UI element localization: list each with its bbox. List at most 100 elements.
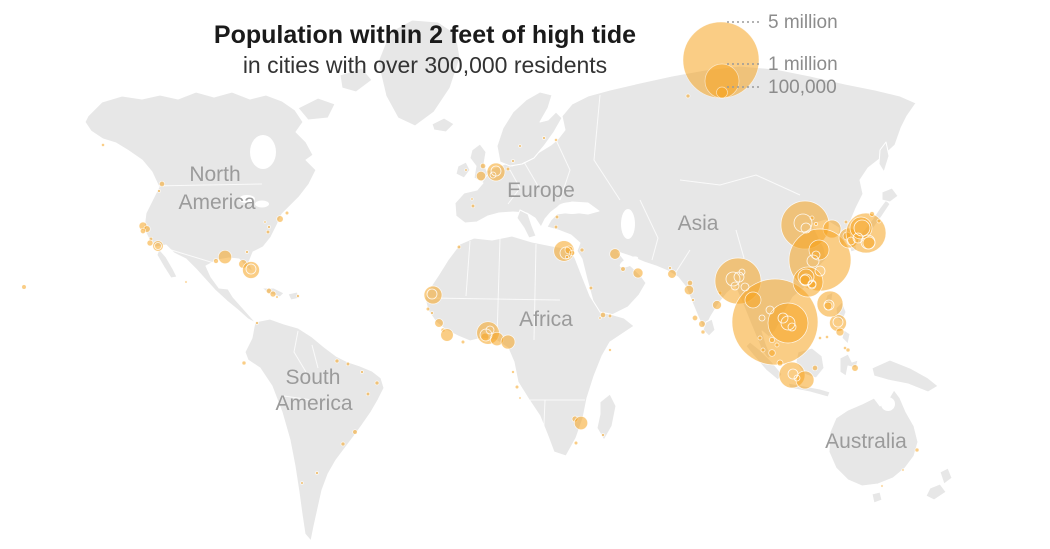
population-bubble (795, 370, 815, 390)
population-bubble-ring (846, 236, 856, 246)
population-bubble (553, 224, 559, 230)
population-bubble-ring (765, 305, 775, 315)
population-bubble (514, 384, 520, 390)
population-bubble (601, 433, 605, 437)
population-bubble-ring (823, 299, 835, 311)
population-bubble (880, 484, 884, 488)
legend-size-label: 5 million (768, 12, 838, 33)
population-bubble (851, 364, 859, 372)
population-bubble (263, 220, 267, 224)
population-bubble (158, 180, 166, 188)
population-bubble-ring (853, 219, 871, 237)
population-bubble-ring (426, 288, 438, 300)
population-bubble (554, 214, 560, 220)
population-bubble (579, 247, 585, 253)
population-bubble (430, 311, 434, 315)
population-bubble (518, 144, 522, 148)
population-bubble (511, 159, 515, 163)
population-bubble (712, 300, 722, 310)
population-bubble (352, 429, 358, 435)
population-bubble (757, 335, 763, 341)
population-bubble-ring (489, 171, 497, 179)
population-bubble (139, 227, 147, 235)
legend-size-label: 100,000 (768, 77, 837, 98)
population-bubble (845, 347, 851, 353)
population-bubble (21, 284, 27, 290)
population-bubble (769, 337, 775, 343)
population-bubble-ring (806, 254, 820, 268)
population-bubble (500, 334, 516, 350)
population-bubble (632, 267, 644, 279)
population-bubble-ring (800, 222, 812, 234)
population-bubble (241, 360, 247, 366)
landmass-sakhalin (878, 141, 890, 173)
population-bubble (365, 391, 371, 397)
population-bubble (479, 162, 487, 170)
population-bubble (505, 166, 511, 172)
population-bubble (456, 244, 462, 250)
caspian-sea (621, 209, 635, 239)
population-bubble-ring (852, 232, 864, 244)
population-bubble (518, 396, 522, 400)
population-bubble (470, 197, 474, 201)
population-bubble (683, 284, 695, 296)
population-bubble (686, 279, 694, 287)
population-bubble (360, 370, 364, 374)
population-bubble (869, 211, 875, 217)
chart-subtitle: in cities with over 300,000 residents (242, 52, 608, 78)
landmass-tasmania (871, 491, 883, 504)
population-bubble (608, 348, 612, 352)
population-bubble (434, 318, 444, 328)
population-bubble (818, 336, 822, 340)
population-bubble (776, 359, 784, 367)
population-bubble (843, 346, 847, 350)
continent-labels: North America Europe Asia Africa South America… (178, 163, 907, 453)
population-bubble (668, 266, 672, 270)
population-bubble (275, 295, 279, 299)
population-bubble (767, 302, 809, 344)
continent-label: South (286, 366, 341, 389)
population-bubble (269, 290, 277, 298)
population-bubble (440, 328, 454, 342)
population-bubble (554, 138, 558, 142)
population-bubble (914, 447, 920, 453)
persian-gulf (619, 256, 639, 268)
population-bubble-ring (777, 312, 789, 324)
population-bubble (374, 380, 380, 386)
landmass-baja (156, 248, 178, 279)
chart-title: Population within 2 feet of high tide (213, 21, 637, 49)
population-bubble (245, 250, 249, 254)
landmass-arctic-islands (297, 97, 336, 121)
population-bubble (876, 218, 882, 224)
population-bubble (760, 347, 766, 353)
landmass-new-zealand-south (925, 483, 947, 501)
population-bubble (334, 358, 340, 364)
great-lakes (239, 195, 255, 203)
population-bubble (184, 280, 188, 284)
continent-label: America (178, 191, 255, 214)
population-bubble-ring (797, 268, 815, 286)
black-sea (557, 202, 587, 214)
population-bubble (146, 239, 154, 247)
population-bubble-ring (787, 368, 799, 380)
continent-label: Africa (519, 308, 573, 331)
population-bubble-ring (793, 374, 801, 382)
legend-size-label: 1 million (768, 54, 838, 75)
population-bubble (101, 143, 105, 147)
landmass-madagascar (596, 393, 617, 441)
population-bubble (901, 468, 905, 472)
population-bubble (588, 285, 594, 291)
population-bubble (598, 316, 602, 320)
landmass-japan-hokkaido (881, 187, 899, 203)
population-bubble-ring (758, 314, 766, 322)
population-bubble (542, 136, 546, 140)
population-bubble (599, 311, 607, 319)
continent-label: North (189, 163, 240, 186)
population-bubble (811, 364, 819, 372)
landmass-ireland (455, 161, 471, 179)
population-bubble (835, 327, 845, 337)
population-bubble-ring (485, 325, 495, 335)
continent-label: Europe (507, 179, 575, 202)
